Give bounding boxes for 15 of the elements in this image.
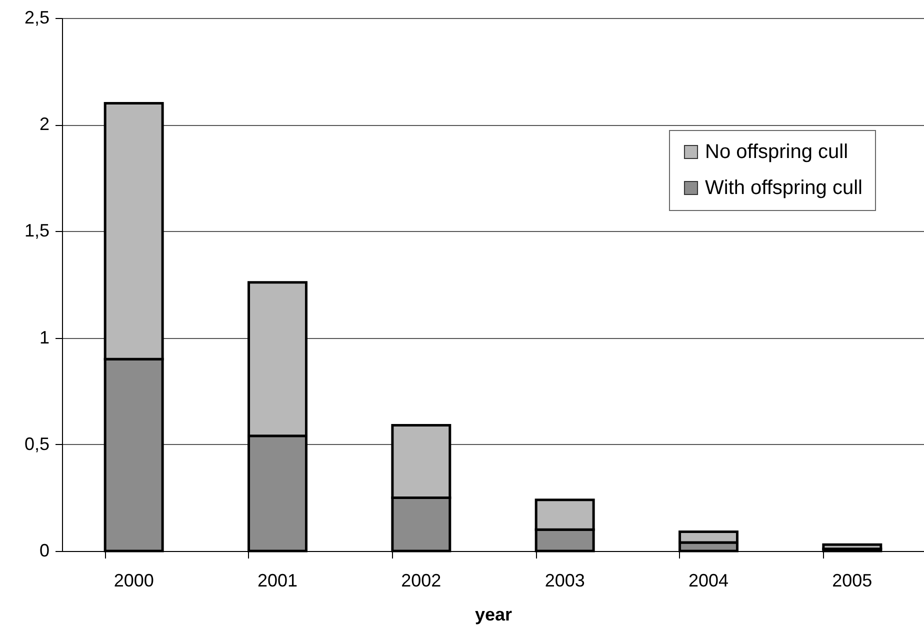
y-tick-label: 2,5 [24, 8, 50, 28]
x-tick-label: 2000 [114, 570, 154, 590]
x-tick-label: 2003 [544, 570, 585, 590]
x-tick-label: 2002 [401, 570, 442, 590]
y-tick-label: 0 [39, 540, 50, 560]
x-tick-label: 2001 [257, 570, 298, 590]
y-tick-label: 1,5 [24, 220, 50, 241]
x-axis-title: year [474, 604, 512, 624]
legend-label: No offspring cull [705, 141, 848, 163]
x-tick-label: 2005 [832, 570, 872, 590]
legend-label: With offspring cull [705, 177, 862, 199]
y-tick-label: 2 [39, 114, 50, 134]
x-tick-label: 2004 [688, 570, 729, 590]
y-tick-label: 0,5 [24, 434, 50, 454]
y-tick-label: 1 [39, 327, 50, 348]
